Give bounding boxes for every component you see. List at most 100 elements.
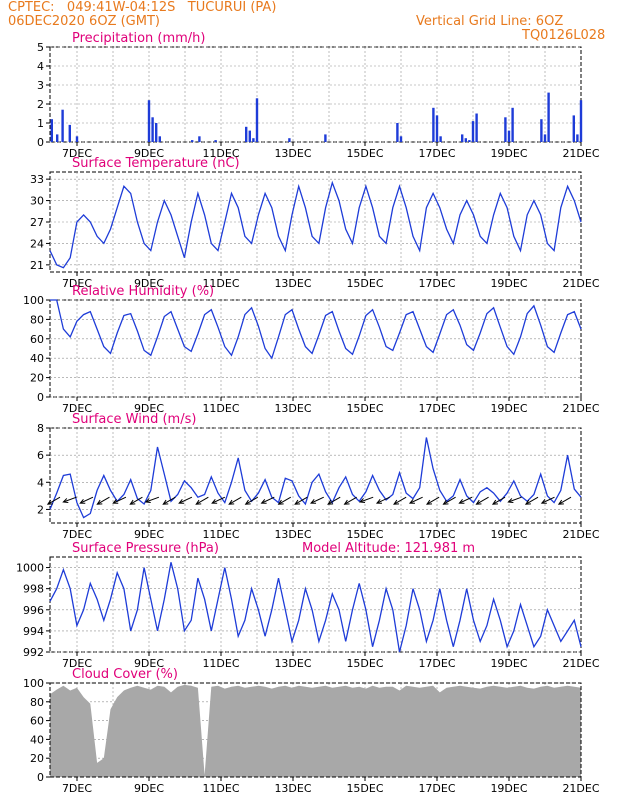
precip-bar	[191, 140, 194, 142]
y-tick-label: 1	[37, 117, 44, 130]
y-tick-label: 80	[30, 313, 44, 326]
x-tick-label: 19DEC	[490, 147, 527, 160]
x-tick-label: 11DEC	[202, 782, 239, 795]
precip-bar	[475, 113, 478, 142]
x-tick-label: 13DEC	[274, 277, 311, 290]
x-tick-label: 11DEC	[202, 402, 239, 415]
wind-arrow-head	[507, 498, 514, 504]
wind-arrow	[508, 496, 522, 503]
precip-bar	[288, 138, 291, 142]
x-tick-label: 19DEC	[490, 277, 527, 290]
y-tick-label: 0	[37, 771, 44, 784]
series-line	[49, 562, 582, 653]
panel-title: Surface Pressure (hPa)	[72, 541, 219, 556]
panel-title: Surface Wind (m/s)	[72, 412, 196, 427]
series-line	[49, 180, 582, 269]
x-tick-label: 9DEC	[134, 657, 164, 670]
x-tick-label: 9DEC	[134, 528, 164, 541]
wind-arrow	[163, 496, 176, 505]
x-tick-label: 15DEC	[346, 657, 383, 670]
x-tick-label: 9DEC	[134, 277, 164, 290]
x-tick-label: 7DEC	[62, 782, 92, 795]
series-line	[50, 299, 582, 360]
y-tick-label: 3	[37, 79, 44, 92]
wind-arrow	[409, 496, 423, 504]
wind-arrow	[228, 496, 242, 505]
wind-arrow-head	[540, 498, 547, 504]
panel-annotation: Model Altitude: 121.981 m	[302, 541, 475, 556]
wind-arrow-head	[358, 498, 366, 504]
wind-arrow-head	[244, 499, 251, 505]
wind-arrow-head	[475, 499, 482, 505]
y-tick-label: 100	[23, 294, 44, 307]
wind-arrow	[327, 496, 341, 505]
precip-bar	[56, 134, 59, 142]
y-tick-label: 24	[30, 237, 44, 250]
x-tick-label: 15DEC	[346, 402, 383, 415]
wind-arrow	[278, 496, 292, 505]
wind-arrow	[261, 496, 275, 504]
x-tick-label: 19DEC	[490, 528, 527, 541]
y-tick-label: 60	[30, 333, 44, 346]
plot-frame-overlay	[49, 682, 582, 778]
precip-bar	[155, 123, 158, 142]
wind-arrow	[113, 496, 127, 504]
header-station: CPTEC: 049:41W-04:12S TUCURUI (PA)	[8, 0, 277, 15]
precip-bar	[399, 136, 403, 142]
x-tick-label: 7DEC	[62, 402, 92, 415]
plot-frame-0	[49, 46, 582, 143]
wind-arrow	[63, 496, 77, 503]
precip-bar	[543, 134, 547, 142]
x-tick-label: 17DEC	[418, 528, 455, 541]
wind-arrow-head	[162, 499, 169, 505]
y-tick-label: 33	[30, 173, 44, 186]
wind-arrow	[245, 496, 259, 505]
plot-frame-4	[49, 556, 582, 653]
x-tick-label: 17DEC	[418, 402, 455, 415]
precip-bar	[158, 136, 161, 142]
y-tick-label: 40	[30, 352, 44, 365]
precip-bar	[68, 124, 71, 142]
wind-arrow-head	[426, 499, 433, 505]
x-tick-label: 17DEC	[418, 657, 455, 670]
x-tick-label: 15DEC	[346, 782, 383, 795]
wind-arrow-head	[458, 498, 465, 504]
precip-bar	[471, 121, 475, 142]
precip-bar	[572, 115, 575, 142]
wind-arrow	[459, 496, 473, 504]
wind-arrow	[344, 496, 357, 505]
precip-bar	[511, 107, 514, 142]
y-tick-label: 20	[30, 372, 44, 385]
wind-arrow-head	[79, 498, 86, 504]
wind-arrow-head	[343, 499, 350, 505]
wind-arrow-head	[112, 498, 119, 504]
wind-arrow-head	[211, 498, 218, 504]
wind-arrow	[145, 496, 160, 503]
wind-arrow	[178, 496, 193, 504]
x-tick-label: 17DEC	[418, 147, 455, 160]
precip-bar	[576, 134, 579, 142]
wind-arrow-head	[375, 498, 382, 504]
y-tick-label: 8	[37, 422, 44, 435]
y-tick-label: 2	[37, 98, 44, 111]
y-tick-label: 4	[37, 476, 44, 489]
x-tick-label: 13DEC	[274, 782, 311, 795]
y-tick-label: 21	[30, 259, 44, 272]
x-tick-label: 17DEC	[418, 782, 455, 795]
x-tick-label: 17DEC	[418, 277, 455, 290]
wind-arrow	[97, 496, 110, 505]
precip-bar	[432, 107, 435, 142]
x-tick-label: 21DEC	[562, 782, 599, 795]
x-tick-label: 13DEC	[274, 528, 311, 541]
y-tick-label: 5	[37, 41, 44, 54]
x-tick-label: 13DEC	[274, 657, 311, 670]
x-tick-label: 15DEC	[346, 147, 383, 160]
wind-arrow	[211, 496, 226, 504]
wind-arrow-head	[393, 499, 400, 505]
panel-title: Precipitation (mm/h)	[72, 31, 205, 46]
y-tick-label: 994	[23, 625, 44, 638]
wind-arrow-head	[144, 498, 151, 504]
wind-arrow-head	[524, 499, 531, 505]
precip-bar	[324, 134, 327, 142]
wind-arrow	[195, 496, 209, 505]
